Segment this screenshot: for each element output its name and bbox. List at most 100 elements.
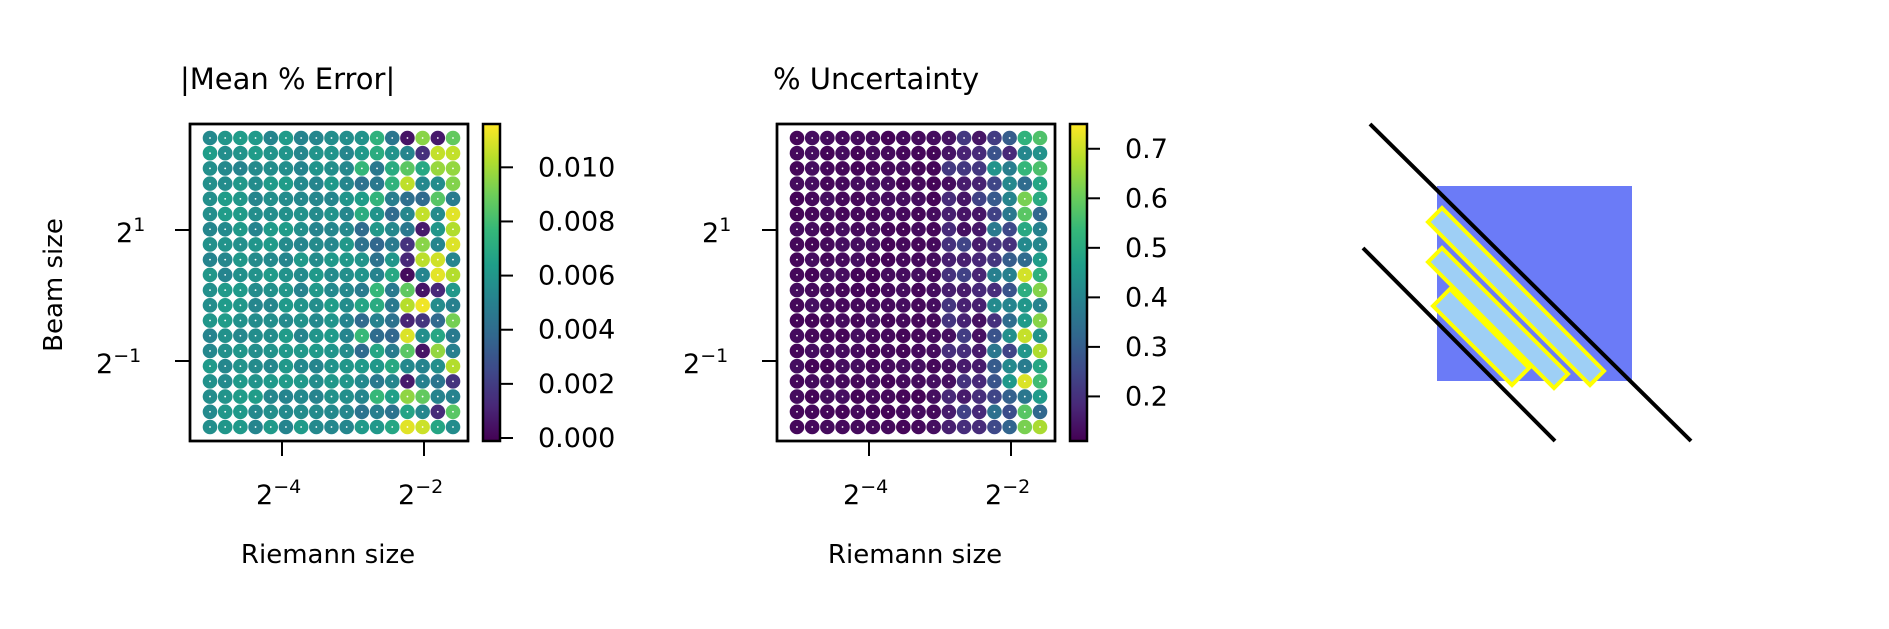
grid-point <box>932 334 935 337</box>
grid-point <box>345 213 348 215</box>
grid-point <box>421 273 424 276</box>
grid-point <box>406 304 409 307</box>
grid-point <box>902 197 905 200</box>
grid-point <box>993 395 996 398</box>
grid-point <box>436 273 439 276</box>
y-tick-label: 21 <box>702 214 731 249</box>
grid-point <box>811 152 814 155</box>
grid-point <box>239 289 242 292</box>
grid-point <box>1008 197 1011 200</box>
grid-point <box>254 273 257 276</box>
grid-point <box>872 137 874 139</box>
grid-point <box>315 243 318 246</box>
grid-point <box>300 228 303 231</box>
grid-point <box>872 380 874 383</box>
grid-point <box>826 365 829 368</box>
grid-point <box>224 182 227 185</box>
grid-point <box>239 152 242 155</box>
grid-point <box>932 426 935 428</box>
grid-point <box>436 395 439 398</box>
grid-point <box>932 197 935 200</box>
grid-point <box>796 395 798 398</box>
grid-point <box>841 213 844 215</box>
grid-point <box>436 410 439 413</box>
grid-point <box>841 243 844 246</box>
grid-point <box>224 410 227 413</box>
grid-point <box>360 365 363 368</box>
grid-point <box>360 395 363 398</box>
grid-point <box>315 273 318 276</box>
grid-point <box>421 137 424 139</box>
grid-point <box>932 258 935 261</box>
grid-point <box>360 243 363 246</box>
grid-point <box>1023 167 1026 170</box>
grid-point <box>887 334 890 337</box>
grid-point <box>856 182 859 185</box>
riemann-strip-1 <box>1425 205 1607 388</box>
grid-point <box>421 228 424 231</box>
grid-point <box>887 243 890 246</box>
grid-point <box>345 395 348 398</box>
grid-point <box>932 304 935 307</box>
grid-point <box>963 319 965 322</box>
grid-point <box>947 182 950 185</box>
grid-point <box>330 213 333 215</box>
grid-point <box>285 410 287 413</box>
grid-point <box>887 197 890 200</box>
grid-point <box>993 243 996 246</box>
grid-point <box>376 350 378 352</box>
grid-point <box>391 334 394 337</box>
grid-point <box>239 426 242 428</box>
mean-error-colorbar <box>481 122 502 443</box>
grid-point <box>452 395 454 398</box>
grid-point <box>963 426 965 428</box>
grid-point <box>436 289 439 292</box>
grid-point <box>947 380 950 383</box>
grid-point <box>269 228 272 231</box>
grid-point <box>391 304 394 307</box>
grid-point <box>856 228 859 231</box>
grid-point <box>1008 380 1011 383</box>
grid-point <box>811 167 814 170</box>
grid-point <box>269 243 272 246</box>
grid-point <box>254 350 257 352</box>
grid-point <box>224 426 227 428</box>
grid-point <box>826 380 829 383</box>
grid-point <box>902 350 905 352</box>
grid-point <box>1008 137 1011 139</box>
grid-point <box>993 258 996 261</box>
grid-point <box>452 197 454 200</box>
geometry-diagram <box>1361 122 1693 443</box>
grid-point <box>993 319 996 322</box>
grid-point <box>300 243 303 246</box>
grid-point <box>406 213 409 215</box>
grid-point <box>856 152 859 155</box>
grid-point <box>315 289 318 292</box>
grid-point <box>406 289 409 292</box>
grid-point <box>360 410 363 413</box>
grid-point <box>872 410 874 413</box>
grid-point <box>932 395 935 398</box>
grid-point <box>300 182 303 185</box>
grid-point <box>285 228 287 231</box>
beam-edge-line-lower <box>1361 246 1557 443</box>
grid-point <box>993 380 996 383</box>
grid-point <box>978 243 981 246</box>
riemann-strip-2 <box>1425 245 1571 391</box>
grid-point <box>452 304 454 307</box>
grid-point <box>254 167 257 170</box>
grid-point <box>1039 228 1041 231</box>
grid-point <box>436 152 439 155</box>
grid-point <box>856 304 859 307</box>
grid-point <box>826 273 829 276</box>
grid-point <box>254 213 257 215</box>
grid-point <box>269 258 272 261</box>
grid-point <box>978 289 981 292</box>
grid-point <box>436 197 439 200</box>
grid-point <box>300 350 303 352</box>
grid-point <box>887 273 890 276</box>
grid-point <box>811 395 814 398</box>
grid-point <box>315 365 318 368</box>
grid-point <box>254 410 257 413</box>
grid-point <box>917 289 920 292</box>
